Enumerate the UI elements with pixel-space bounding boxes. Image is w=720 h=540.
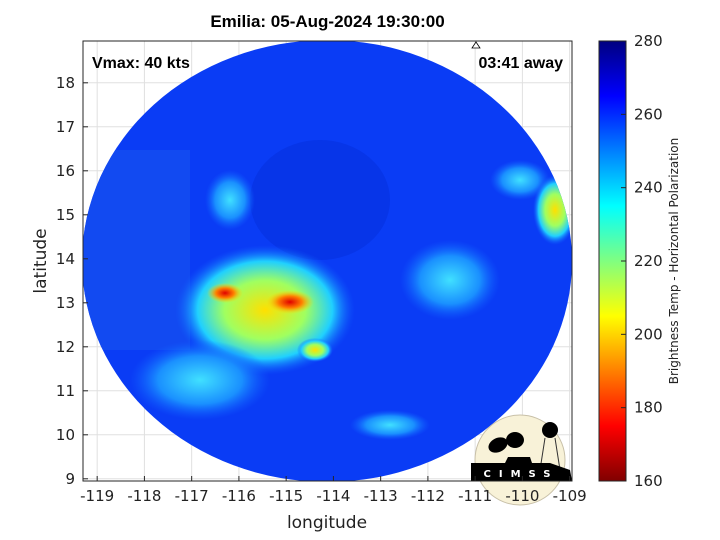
y-tick-label: 15 — [56, 206, 75, 224]
y-axis-label: latitude — [31, 228, 51, 293]
x-tick-label: -118 — [127, 487, 161, 505]
brightness-temperature-swath — [83, 41, 572, 481]
y-tick-label: 13 — [56, 294, 75, 312]
y-tick-label: 16 — [56, 162, 75, 180]
logo-text: CIMSS — [484, 469, 559, 480]
x-axis-label: longitude — [287, 513, 367, 533]
vmax-label: Vmax: 40 kts — [92, 55, 190, 72]
y-tick-label: 10 — [56, 426, 75, 444]
x-tick-label: -113 — [364, 487, 398, 505]
axes-frame — [82, 40, 573, 482]
y-tick-label: 12 — [56, 338, 75, 356]
colorbar-tick-label: 240 — [634, 179, 663, 197]
time-away-label: 03:41 away — [478, 55, 563, 72]
axis-ticks: -119 -118 -117 -116 -115 -114 -113 -112 -111 -110… — [56, 74, 587, 505]
colorbar-tick-label: 180 — [634, 399, 663, 417]
y-tick-label: 17 — [56, 118, 75, 136]
colorbar-ticks: 280 260 240 220 200 180 160 — [621, 32, 663, 490]
colorbar-tick-label: 280 — [634, 32, 663, 50]
north-marker-icon — [471, 41, 481, 49]
colorbar-tick-label: 260 — [634, 105, 663, 123]
x-tick-label: -116 — [222, 487, 256, 505]
cimss-logo: CIMSS — [471, 414, 572, 506]
x-tick-label: -112 — [411, 487, 445, 505]
x-tick-label: -117 — [175, 487, 209, 505]
y-tick-label: 11 — [56, 382, 75, 400]
y-tick-label: 14 — [56, 250, 75, 268]
x-tick-label: -119 — [80, 487, 114, 505]
x-tick-label: -115 — [269, 487, 303, 505]
x-tick-label: -111 — [458, 487, 492, 505]
x-tick-label: -109 — [553, 487, 587, 505]
colorbar-tick-label: 160 — [634, 472, 663, 490]
colorbar-label: Brightness Temp - Horizontal Polarizatio… — [667, 138, 681, 385]
plot-title: Emilia: 05-Aug-2024 19:30:00 — [210, 12, 445, 31]
y-tick-label: 9 — [65, 470, 75, 488]
colorbar-tick-label: 220 — [634, 252, 663, 270]
colorbar-tick-label: 200 — [634, 325, 663, 343]
x-tick-label: -114 — [316, 487, 350, 505]
y-tick-label: 18 — [56, 74, 75, 92]
x-tick-label: -110 — [505, 487, 539, 505]
